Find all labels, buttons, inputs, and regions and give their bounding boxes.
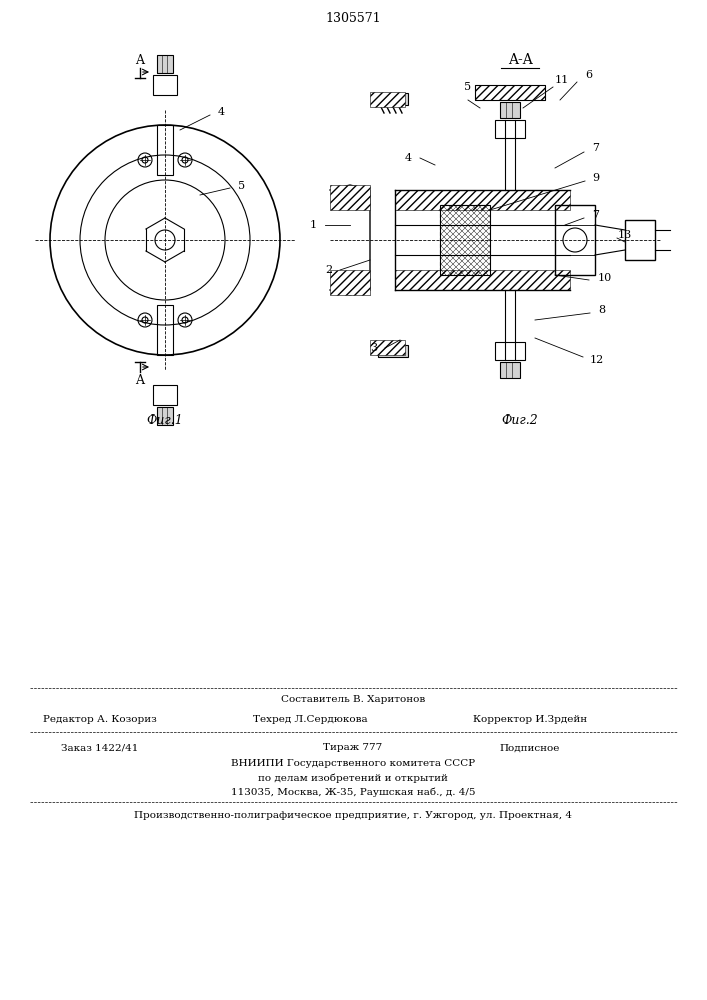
Text: Фиг.2: Фиг.2 bbox=[502, 414, 538, 426]
Bar bbox=[440, 205, 490, 275]
Text: Заказ 1422/41: Заказ 1422/41 bbox=[62, 744, 139, 752]
Text: Корректор И.Зрдейн: Корректор И.Зрдейн bbox=[473, 716, 587, 724]
Text: 7: 7 bbox=[592, 210, 599, 220]
Text: 2: 2 bbox=[325, 265, 332, 275]
Text: A-A: A-A bbox=[508, 53, 532, 67]
Text: 4: 4 bbox=[218, 107, 225, 117]
Bar bbox=[395, 190, 570, 210]
Bar bbox=[330, 185, 370, 210]
Bar bbox=[555, 205, 595, 275]
Text: 5: 5 bbox=[464, 82, 472, 92]
Bar bbox=[330, 270, 370, 295]
Text: 8: 8 bbox=[598, 305, 605, 315]
Text: A: A bbox=[136, 373, 144, 386]
Text: Производственно-полиграфическое предприятие, г. Ужгород, ул. Проектная, 4: Производственно-полиграфическое предприя… bbox=[134, 812, 572, 820]
Text: Редактор А. Козориз: Редактор А. Козориз bbox=[43, 716, 157, 724]
Text: A: A bbox=[136, 53, 144, 66]
Text: 1: 1 bbox=[310, 220, 317, 230]
Bar bbox=[157, 407, 173, 425]
Bar bbox=[378, 93, 408, 105]
Bar bbox=[495, 342, 525, 360]
Bar bbox=[157, 305, 173, 355]
Text: ВНИИПИ Государственного комитета СССР: ВНИИПИ Государственного комитета СССР bbox=[231, 760, 475, 768]
Bar bbox=[625, 220, 655, 260]
Text: 1305571: 1305571 bbox=[325, 11, 381, 24]
Text: 5: 5 bbox=[238, 181, 245, 191]
Text: 3: 3 bbox=[370, 343, 377, 353]
Bar bbox=[370, 92, 405, 107]
Text: 11: 11 bbox=[555, 75, 569, 85]
Text: 9: 9 bbox=[592, 173, 599, 183]
Text: 4: 4 bbox=[405, 153, 412, 163]
Text: Подписное: Подписное bbox=[500, 744, 560, 752]
Bar bbox=[500, 102, 520, 118]
Bar bbox=[157, 55, 173, 73]
Text: Составитель В. Харитонов: Составитель В. Харитонов bbox=[281, 696, 425, 704]
Text: 10: 10 bbox=[598, 273, 612, 283]
Bar bbox=[153, 75, 177, 95]
Text: 12: 12 bbox=[590, 355, 604, 365]
Text: 113035, Москва, Ж-35, Раушская наб., д. 4/5: 113035, Москва, Ж-35, Раушская наб., д. … bbox=[230, 787, 475, 797]
Text: 6: 6 bbox=[585, 70, 592, 80]
Bar bbox=[395, 270, 570, 290]
Text: по делам изобретений и открытий: по делам изобретений и открытий bbox=[258, 773, 448, 783]
Bar bbox=[378, 345, 408, 357]
Text: 7: 7 bbox=[592, 143, 599, 153]
Text: Тираж 777: Тираж 777 bbox=[323, 744, 382, 752]
Bar bbox=[500, 362, 520, 378]
Bar bbox=[475, 85, 545, 100]
Bar bbox=[495, 120, 525, 138]
Bar bbox=[157, 125, 173, 175]
Bar bbox=[475, 85, 545, 100]
Bar bbox=[153, 385, 177, 405]
Text: Фиг.1: Фиг.1 bbox=[146, 414, 183, 426]
Bar bbox=[370, 340, 405, 355]
Text: 13: 13 bbox=[618, 230, 632, 240]
Text: Техред Л.Сердюкова: Техред Л.Сердюкова bbox=[252, 716, 368, 724]
